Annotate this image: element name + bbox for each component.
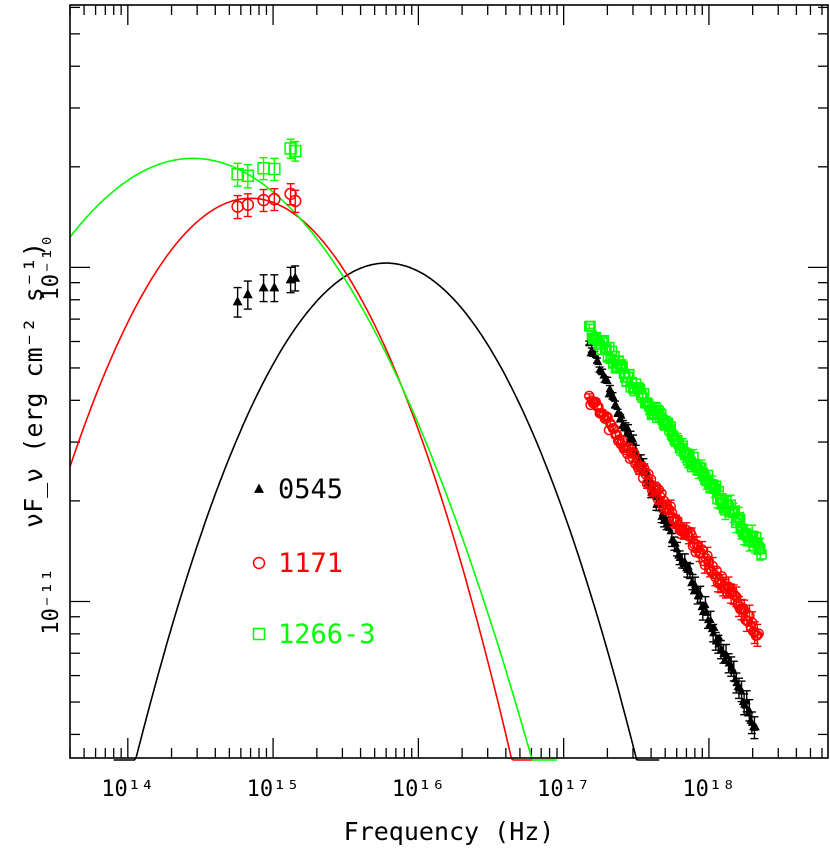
triangle-marker [623,424,633,432]
y-tick-labels: 10⁻¹¹ 10⁻¹⁰ [39,234,64,634]
triangle-marker [706,615,715,624]
y-tick-label: 10⁻¹⁰ [39,234,64,300]
circle-marker [288,194,302,208]
legend-label: 0545 [278,474,343,505]
model-curve [69,157,557,761]
triangle-marker [737,686,746,695]
triangle-marker [696,589,705,598]
square-marker [624,368,635,380]
model-curve [113,262,660,761]
x-tick-label: 10¹⁶ [392,777,445,802]
square-marker [754,543,766,555]
circle-marker [670,516,682,527]
legend-label: 1266-3 [278,619,376,650]
x-axis-title: Frequency (Hz) [344,817,555,846]
square-marker [708,482,719,493]
x-tick-label: 10¹⁷ [537,777,590,802]
circle-marker [753,628,764,639]
square-marker [617,361,628,372]
triangle-marker [617,411,626,419]
square-marker [268,162,281,176]
circle-marker [696,544,708,555]
triangle-marker [685,566,694,575]
triangle-marker [290,272,301,282]
triangle-marker [751,722,760,731]
square-marker [288,144,302,158]
triangle-marker [269,282,280,292]
circle-marker [602,412,613,423]
triangle-marker [232,296,243,306]
triangle-marker [684,562,693,570]
square-marker [231,167,244,181]
triangle-marker [594,357,603,366]
square-marker [756,549,767,560]
legend: 0545 1171 1266-3 [252,474,376,650]
triangle-marker [242,288,253,299]
circle-marker [608,423,620,435]
axis-ticks [69,5,828,758]
legend-label: 1171 [278,548,343,579]
data-points [231,138,767,740]
circle-marker [645,474,657,485]
y-tick-label: 10⁻¹¹ [39,568,64,634]
x-tick-labels: 10¹⁴ 10¹⁵ 10¹⁶ 10¹⁷ 10¹⁸ [101,777,735,802]
triangle-marker [591,350,600,358]
triangle-marker [715,633,724,642]
circle-marker [666,507,678,518]
square-marker [665,421,676,432]
square-marker [753,542,765,553]
x-tick-label: 10¹⁵ [247,777,300,802]
triangle-marker [612,401,621,409]
square-marker [633,382,644,393]
triangle-marker [629,434,638,443]
legend-marker [252,627,266,641]
square-marker [284,142,297,155]
circle-marker [241,198,255,211]
model-curves [69,157,660,761]
triangle-marker [666,526,675,535]
legend-marker [254,483,264,493]
square-marker [606,345,618,357]
triangle-marker [701,600,710,609]
x-tick-label: 10¹⁴ [101,777,154,802]
triangle-marker [710,623,719,631]
triangle-marker [729,666,738,675]
triangle-marker [741,700,750,709]
circle-marker [626,446,637,458]
circle-marker [268,192,281,206]
triangle-marker [258,282,269,292]
triangle-marker [603,375,612,384]
legend-marker [252,556,266,570]
square-marker [241,169,255,183]
circle-marker [665,501,676,512]
y-axis-title: νF_ν (erg cm⁻² s⁻¹) [19,242,48,528]
x-tick-label: 10¹⁸ [682,777,735,802]
triangle-marker [609,393,618,401]
square-marker [733,511,745,523]
plot-frame [69,4,829,759]
circle-marker [752,630,763,641]
square-marker [688,451,699,463]
